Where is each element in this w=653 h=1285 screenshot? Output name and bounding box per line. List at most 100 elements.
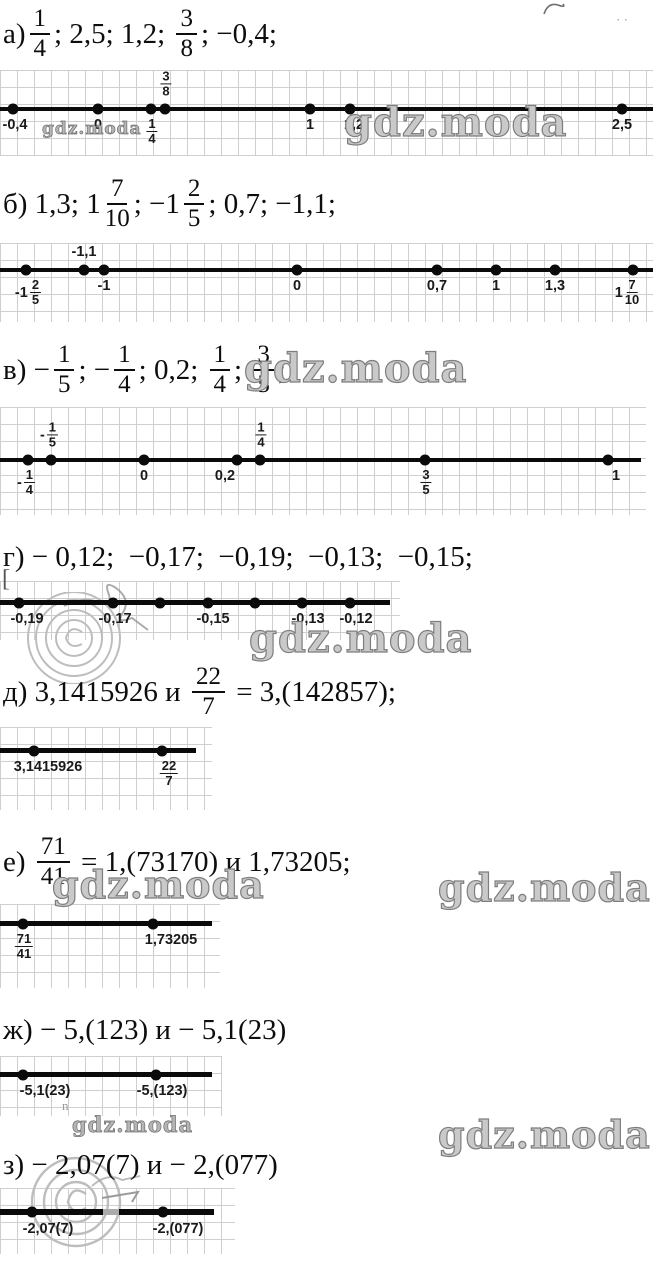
math-text: 1: [611, 468, 621, 484]
point-label: 1: [306, 117, 314, 133]
point-label: 1 7 10: [614, 277, 640, 308]
fraction-numerator: 1: [114, 341, 135, 372]
fraction-numerator: 1: [53, 341, 75, 372]
fraction-denominator: 4: [257, 434, 265, 450]
grid-strip-e: [0, 904, 220, 988]
fraction: 22 7: [191, 663, 225, 721]
numberline-point: [107, 597, 119, 608]
numberline-point: [304, 103, 316, 115]
numberline-point: [156, 745, 168, 756]
number-line-v: [0, 458, 641, 462]
fraction-numerator: 3: [176, 5, 197, 36]
math-text: 3,1415926: [13, 759, 83, 775]
math-text: ;: [277, 353, 294, 386]
math-text: -1: [14, 284, 28, 301]
math-text: е): [3, 845, 33, 878]
gdz-moda-watermark: gdz.moda: [243, 345, 468, 392]
gdz-moda-watermark: gdz.moda: [72, 1112, 194, 1137]
fraction-denominator: 5: [422, 482, 430, 498]
numberline-point: [254, 454, 266, 466]
fraction-numerator: 3: [160, 68, 172, 85]
numberline-point: [13, 597, 25, 608]
fraction-denominator: 41: [16, 946, 32, 962]
math-text: 0: [139, 468, 149, 484]
fraction-numerator: 1: [29, 5, 51, 36]
numberline-point: [22, 454, 34, 466]
fraction: 7 10: [104, 175, 130, 233]
math-text: 1: [491, 278, 501, 294]
numberline-point: [602, 454, 614, 466]
point-label: -0,19: [10, 611, 43, 627]
numberline-point: [145, 103, 157, 115]
math-text: 1: [614, 284, 623, 301]
gdz-moda-watermark: gdz.moda: [51, 862, 265, 907]
math-text: в) −: [3, 353, 50, 386]
math-text: -2,(077): [152, 1221, 204, 1237]
math-text: ; 0,2;: [138, 353, 206, 386]
numberline-point: [78, 264, 90, 276]
fraction-denominator: 5: [187, 205, 201, 233]
math-text: ; 0,7; −1,1;: [208, 187, 336, 220]
numberline-point: [291, 264, 303, 276]
small-n-mark: n: [62, 1098, 69, 1113]
grid-strip-zh: [0, 1056, 222, 1116]
numberline-point: [98, 264, 110, 276]
numberline-point: [419, 454, 431, 466]
corner-dots: · ·: [616, 12, 628, 27]
fraction-numerator: 71: [14, 931, 34, 948]
gdz-moda-watermark: gdz.moda: [42, 119, 142, 139]
fraction-numerator: 71: [36, 833, 70, 864]
point-label: -2,(077): [153, 1221, 204, 1237]
fraction-denominator: 10: [104, 205, 130, 233]
fraction-denominator: 5: [257, 371, 270, 399]
math-text: 1,2: [343, 117, 365, 133]
numberline-point: [296, 597, 308, 608]
math-text: -5,1(23): [19, 1083, 71, 1099]
numberline-point: [17, 918, 29, 929]
point-label: 0,2: [215, 468, 235, 484]
numberline-point: [157, 1206, 169, 1218]
fraction-numerator: 2: [29, 277, 42, 294]
point-label: 0: [140, 468, 148, 484]
grid-strip-b: [0, 243, 653, 322]
fraction-denominator: 10: [624, 292, 640, 308]
math-text: 1: [305, 117, 315, 133]
fraction-numerator: 3: [420, 467, 432, 484]
fraction-denominator: 5: [57, 371, 71, 399]
math-text: -: [16, 474, 22, 491]
numberline-point: [159, 103, 171, 115]
numberline-point: [549, 264, 561, 276]
math-text: 0,7: [426, 278, 448, 294]
number-line-b: [0, 268, 653, 272]
point-label: 3,1415926: [14, 759, 83, 775]
numberline-point: [26, 1206, 38, 1218]
point-label: 0: [293, 278, 301, 294]
point-label: -1: [98, 278, 111, 294]
numberline-point: [231, 454, 243, 466]
numberline-point: [344, 597, 356, 608]
numberline-point: [147, 918, 159, 929]
numberline-point: [17, 1069, 29, 1080]
fraction: 71 41: [14, 931, 34, 962]
gdz-moda-watermark: gdz.moda: [248, 615, 473, 662]
check-doodle-icon: [91, 1175, 141, 1187]
grid-strip-d: [0, 727, 212, 810]
number-line-d: [0, 748, 196, 753]
fraction-denominator: 4: [33, 35, 47, 63]
math-text: -0,4: [2, 117, 28, 133]
grid-strip-z: [0, 1188, 235, 1254]
